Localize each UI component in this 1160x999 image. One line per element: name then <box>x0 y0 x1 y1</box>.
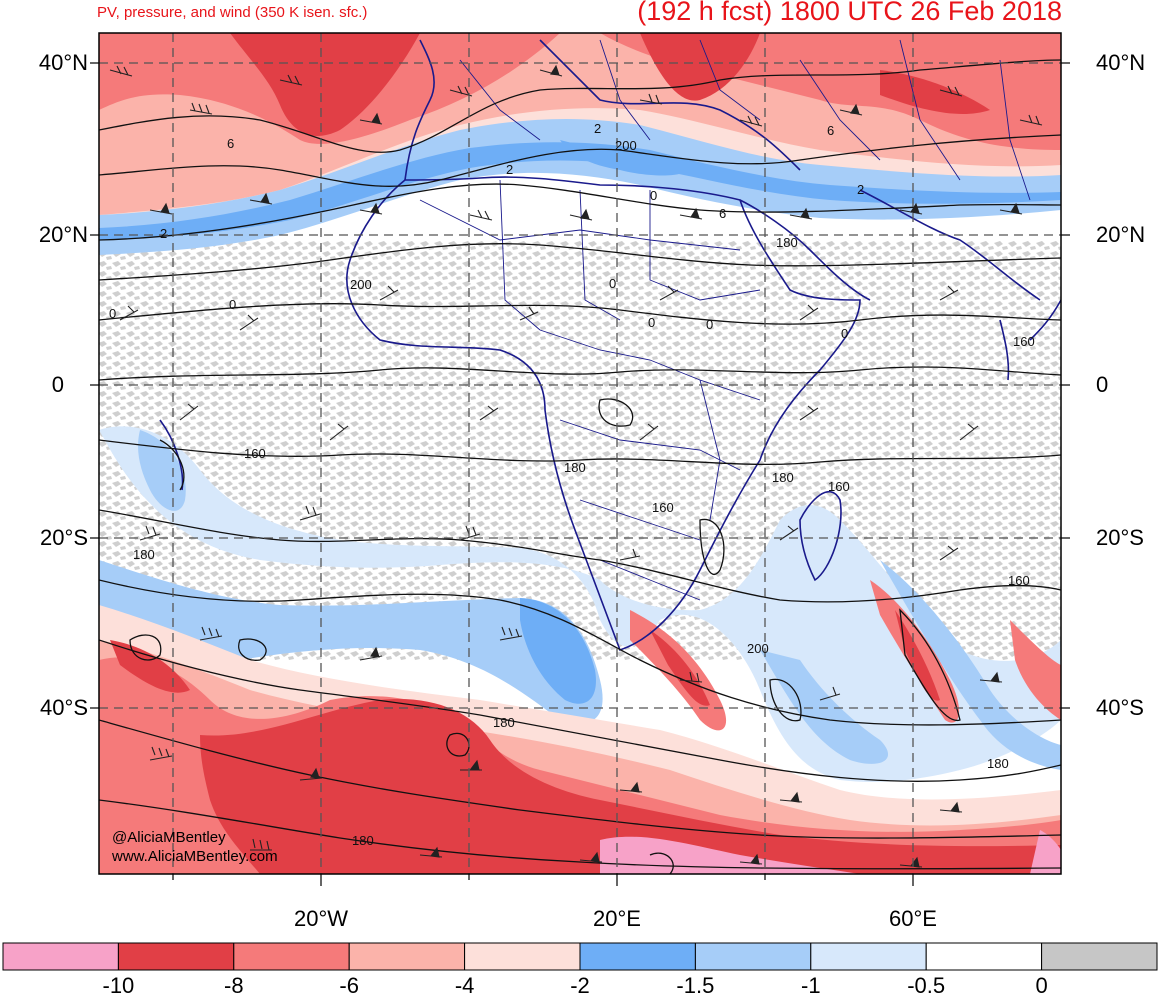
contour-label: 6 <box>719 206 726 221</box>
colorbar-swatch <box>2 942 119 971</box>
contour-label: 0 <box>706 317 713 332</box>
contour-label: 180 <box>564 460 586 475</box>
lat-label-20n-right: 20°N <box>1096 222 1146 247</box>
colorbar-label: -8 <box>224 973 244 998</box>
lat-label-40s-right: 40°S <box>1096 695 1144 720</box>
contour-label: 0 <box>229 297 236 312</box>
contour-label: 200 <box>747 641 769 656</box>
lon-label-20w: 20°W <box>293 906 349 931</box>
contour-label: 2 <box>594 121 601 136</box>
colorbar-swatch <box>579 942 696 971</box>
contour-label: 180 <box>772 470 794 485</box>
lat-label-40s-left: 40°S <box>40 695 88 720</box>
colorbar-swatch <box>1041 942 1158 971</box>
map-subtitle: PV, pressure, and wind (350 K isen. sfc.… <box>97 4 368 21</box>
contour-label: 0 <box>650 188 657 203</box>
colorbar <box>2 942 1158 971</box>
colorbar-swatch <box>925 942 1043 971</box>
lat-label-20s-right: 20°S <box>1096 525 1144 550</box>
colorbar-label: -1 <box>801 973 821 998</box>
colorbar-label: 0 <box>1035 973 1048 998</box>
lon-label-60e: 60°E <box>889 906 937 931</box>
lon-label-20e: 20°E <box>593 906 641 931</box>
colorbar-label: -10 <box>102 973 135 998</box>
contour-label: 180 <box>133 547 155 562</box>
coastlines <box>159 39 1061 652</box>
contour-label: 0 <box>648 315 655 330</box>
axis-ticks <box>90 62 1070 886</box>
credit-site: www.AliciaMBentley.com <box>112 848 278 865</box>
map-frame <box>98 32 1062 875</box>
contour-label: 0 <box>109 306 116 321</box>
pv-shading <box>99 33 1061 874</box>
contour-label: 160 <box>1013 334 1035 349</box>
colorbar-swatch <box>348 942 466 971</box>
contour-labels: 6 6 2 2 200 2 0 6 2 180 200 0 0 0 0 0 0 … <box>109 121 1035 848</box>
forecast-title: (192 h fcst) 1800 UTC 26 Feb 2018 <box>637 0 1062 26</box>
contour-label: 2 <box>160 226 167 241</box>
lat-label-eq-right: 0 <box>1096 372 1109 397</box>
contour-label: 200 <box>615 138 637 153</box>
country-borders <box>419 39 1031 601</box>
colorbar-label: -1.5 <box>676 973 715 998</box>
contour-label: 160 <box>652 500 674 515</box>
colorbar-swatch <box>464 942 581 971</box>
colorbar-label: -6 <box>339 973 359 998</box>
contour-label: 160 <box>1008 573 1030 588</box>
contour-label: 180 <box>493 715 515 730</box>
colorbar-label: -0.5 <box>907 973 946 998</box>
wind-barbs <box>109 64 1043 868</box>
colorbar-swatch <box>117 942 235 971</box>
lat-label-40n-right: 40°N <box>1096 50 1146 75</box>
colorbar-swatch <box>810 942 927 971</box>
contour-label: 180 <box>987 756 1009 771</box>
lat-label-eq-left: 0 <box>51 372 64 397</box>
contour-label: 160 <box>244 446 266 461</box>
contour-label: 6 <box>227 136 234 151</box>
lat-label-40n-left: 40°N <box>38 50 88 75</box>
contour-label: 6 <box>827 123 834 138</box>
colorbar-swatch <box>694 942 812 971</box>
lat-label-20s-left: 20°S <box>40 525 88 550</box>
contour-label: 160 <box>828 479 850 494</box>
contour-label: 2 <box>857 182 864 197</box>
credit-handle: @AliciaMBentley <box>112 829 226 846</box>
lat-label-20n-left: 20°N <box>38 222 88 247</box>
colorbar-label: -4 <box>454 973 475 998</box>
contour-label: 2 <box>506 162 513 177</box>
graticule <box>99 33 1061 874</box>
colorbar-label: -2 <box>570 973 590 998</box>
contour-label: 180 <box>776 235 798 250</box>
contour-label: 180 <box>352 833 374 848</box>
contour-label: 0 <box>841 326 848 341</box>
contour-label: 0 <box>609 276 616 291</box>
colorbar-swatch <box>233 942 350 971</box>
contour-label: 200 <box>350 277 372 292</box>
